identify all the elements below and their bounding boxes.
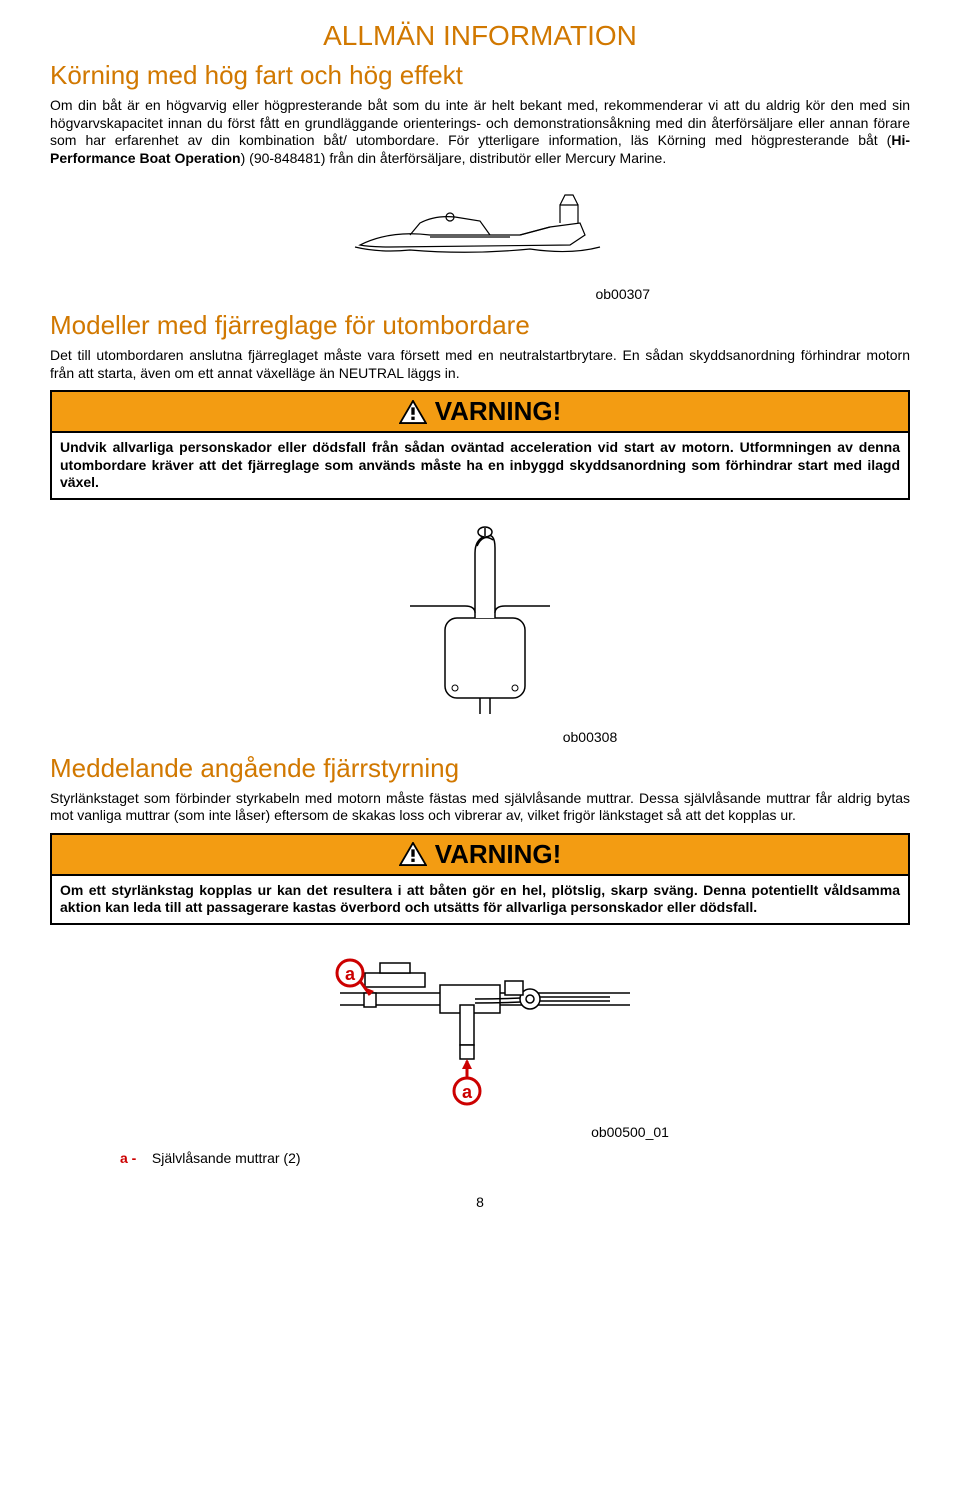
section1-p1a: Om din båt är en högvarvig eller högpres… bbox=[50, 97, 910, 148]
section2-warning-box: VARNING! Undvik allvarliga personskador … bbox=[50, 390, 910, 500]
section3-warning-box: VARNING! Om ett styrlänkstag kopplas ur … bbox=[50, 833, 910, 925]
section2-title: Modeller med fjärreglage för utombordare bbox=[50, 310, 910, 341]
section2-paragraph: Det till utombordaren anslutna fjärregla… bbox=[50, 347, 910, 382]
svg-text:a: a bbox=[345, 964, 356, 984]
section2-figure-id: ob00308 bbox=[50, 729, 910, 745]
section1-paragraph: Om din båt är en högvarvig eller högpres… bbox=[50, 97, 910, 167]
warning-title: VARNING! bbox=[435, 396, 562, 427]
legend-text: Självlåsande muttrar (2) bbox=[152, 1150, 301, 1166]
page-number: 8 bbox=[50, 1194, 910, 1210]
steering-link-illustration: a a bbox=[310, 943, 650, 1113]
section3-figure-id: ob00500_01 bbox=[50, 1124, 910, 1140]
section1-figure bbox=[50, 185, 910, 280]
section2-figure bbox=[50, 518, 910, 723]
warning-title-2: VARNING! bbox=[435, 839, 562, 870]
section1-title: Körning med hög fart och hög effekt bbox=[50, 60, 910, 91]
warning-header: VARNING! bbox=[52, 392, 908, 433]
section3-figure: a a bbox=[50, 943, 910, 1118]
section2-warning-body: Undvik allvarliga personskador eller död… bbox=[52, 433, 908, 498]
warning-triangle-icon bbox=[399, 400, 427, 424]
speedboat-illustration bbox=[350, 185, 610, 275]
remote-control-illustration bbox=[395, 518, 565, 718]
section1-p1b: ) (90-848481) från din återförsäljare, d… bbox=[241, 150, 667, 166]
warning-header-2: VARNING! bbox=[52, 835, 908, 876]
section1-figure-id: ob00307 bbox=[50, 286, 910, 302]
legend-key: a - bbox=[120, 1150, 136, 1166]
figure-legend: a - Självlåsande muttrar (2) bbox=[120, 1150, 910, 1166]
document-title: ALLMÄN INFORMATION bbox=[50, 20, 910, 52]
section3-title: Meddelande angående fjärrstyrning bbox=[50, 753, 910, 784]
section3-paragraph: Styrlänkstaget som förbinder styrkabeln … bbox=[50, 790, 910, 825]
section3-warning-body: Om ett styrlänkstag kopplas ur kan det r… bbox=[52, 876, 908, 923]
warning-triangle-icon bbox=[399, 842, 427, 866]
svg-text:a: a bbox=[462, 1082, 473, 1102]
